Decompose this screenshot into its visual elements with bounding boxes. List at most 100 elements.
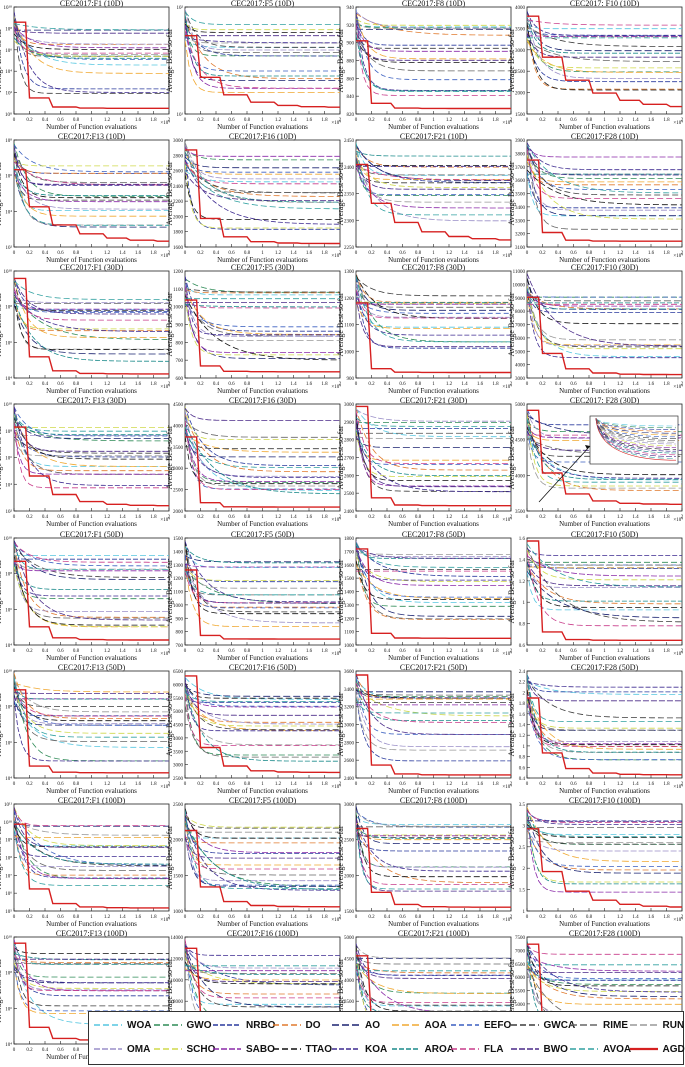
x-exponent-label: ×10⁴ (331, 651, 341, 657)
x-exponent-label: ×10⁴ (673, 784, 683, 790)
legend-item-aroa: AROA (391, 1042, 454, 1056)
series-line-nrbo (356, 277, 511, 349)
y-tick-label: 10⁶ (5, 1006, 12, 1012)
x-exponent-label: ×10⁴ (502, 651, 512, 657)
series-line-sabo (185, 421, 340, 482)
panel-title: CEC2017:F10 (100D) (569, 796, 641, 805)
panel-title: CEC2017:F1 (100D) (58, 796, 126, 805)
legend-label: GWCA (543, 1019, 576, 1031)
x-tick-label: 1.6 (135, 382, 142, 387)
x-tick-label: 0 (355, 118, 358, 123)
y-tick-label: 5000 (515, 1003, 526, 1008)
legend-swatch (629, 1047, 658, 1051)
series-line-avoa (185, 163, 340, 210)
series-line-aoa (185, 820, 340, 866)
series-line-koa (14, 831, 169, 857)
x-tick-label: 2 (168, 515, 171, 520)
series-line-bwo (185, 837, 340, 859)
series-line-avoa (14, 413, 169, 432)
x-exponent-label: ×10⁴ (160, 384, 170, 390)
series-line-fla (356, 682, 511, 723)
legend-item-agdo: AGDO (629, 1042, 685, 1056)
y-axis-label: Average Best-so-far (507, 825, 516, 889)
x-tick-label: 0 (184, 118, 187, 123)
y-tick-label: 10¹ (177, 112, 184, 118)
x-tick-label: 0.2 (539, 251, 546, 256)
series-line-gwca (14, 10, 169, 94)
x-axis-label: Number of Function evaluations (46, 920, 137, 928)
x-exponent-label: ×10⁴ (502, 917, 512, 923)
x-tick-label: 0.2 (26, 915, 33, 920)
x-tick-label: 0.8 (586, 915, 593, 920)
y-tick-label: 2 (523, 867, 526, 872)
x-tick-label: 1.2 (446, 649, 453, 654)
series-line-sabo (356, 417, 511, 487)
series-line-do (185, 161, 340, 197)
y-tick-label: 800 (176, 341, 184, 346)
y-tick-label: 10¹¹ (4, 802, 12, 808)
x-tick-label: 1.2 (104, 251, 111, 256)
y-axis-label: Average Best-so-far (165, 692, 174, 756)
series-line-run (527, 548, 682, 569)
series-line-aoa (14, 16, 169, 74)
y-axis-label: Average Best-so-far (165, 425, 174, 489)
x-exponent-label: ×10⁴ (673, 253, 683, 259)
plot-area (184, 270, 341, 379)
series-line-aroa (14, 821, 169, 865)
series-line-aoa (185, 433, 340, 453)
series-line-rime (14, 12, 169, 57)
x-tick-label: 1.6 (135, 915, 142, 920)
legend-item-nrbo: NRBO (212, 1018, 275, 1032)
legend-item-gwo: GWO (153, 1018, 212, 1032)
panel-9: CEC2017:F1 (30D) 10⁴ 10⁶ 10⁸ 10¹⁰ 0 0.2 0.4 0.6 0… (0, 263, 171, 395)
x-tick-label: 2 (168, 118, 171, 123)
series-line-oma (14, 676, 169, 725)
series-line-avoa (185, 430, 340, 468)
x-tick-label: 0 (13, 118, 16, 123)
series-line-gwo (527, 697, 682, 761)
x-tick-label: 1.6 (135, 515, 142, 520)
x-tick-label: 1.4 (461, 251, 468, 256)
series-line-avoa (356, 544, 511, 568)
x-tick-label: 2 (339, 649, 342, 654)
x-tick-label: 1.2 (617, 649, 624, 654)
series-line-sabo (527, 555, 682, 577)
x-tick-label: 0.6 (399, 251, 406, 256)
y-tick-label: 2800 (344, 741, 355, 746)
x-tick-label: 0.8 (586, 251, 593, 256)
series-line-avoa (185, 691, 340, 702)
legend-label: GWO (186, 1019, 212, 1031)
x-tick-label: 0.4 (384, 118, 391, 123)
series-line-aroa (527, 418, 682, 480)
y-tick-label: 1100 (344, 324, 354, 329)
x-tick-label: 1.2 (275, 251, 282, 256)
series-line-scho (527, 549, 682, 581)
x-tick-label: 0.6 (570, 118, 577, 123)
series-line-do (185, 952, 340, 995)
series-line-ttao (185, 23, 340, 33)
y-tick-label: 5500 (173, 697, 184, 702)
x-tick-label: 0.8 (415, 382, 422, 387)
y-tick-label: 10⁷ (5, 873, 12, 879)
y-tick-label: 3500 (515, 510, 526, 515)
y-tick-label: 6000 (515, 976, 526, 981)
series-line-eefo (356, 9, 511, 81)
series-line-sabo (185, 23, 340, 89)
legend-swatch (272, 1048, 301, 1050)
x-tick-label: 1.2 (617, 782, 624, 787)
y-tick-label: 2500 (515, 70, 526, 75)
series-line-rime (356, 156, 511, 176)
x-tick-label: 0.8 (415, 515, 422, 520)
panel-title: CEC2017:F1 (50D) (60, 530, 124, 539)
y-tick-label: 2500 (344, 839, 355, 844)
legend-swatch (451, 1024, 479, 1026)
series-line-gwo (527, 420, 682, 433)
series-line-ttao (185, 435, 340, 485)
x-tick-label: 1 (432, 649, 435, 654)
series-line-run (14, 955, 169, 965)
panel-title: CEC2017:F5 (30D) (231, 263, 295, 272)
x-tick-label: 1 (432, 118, 435, 123)
series-line-aoa (14, 682, 169, 693)
panel-21: CEC2017:F13 (50D) 10⁴ 10⁶ 10⁸ 10¹⁰ 0 0.2 0.4 0.6… (0, 663, 171, 795)
series-line-koa (185, 676, 340, 732)
